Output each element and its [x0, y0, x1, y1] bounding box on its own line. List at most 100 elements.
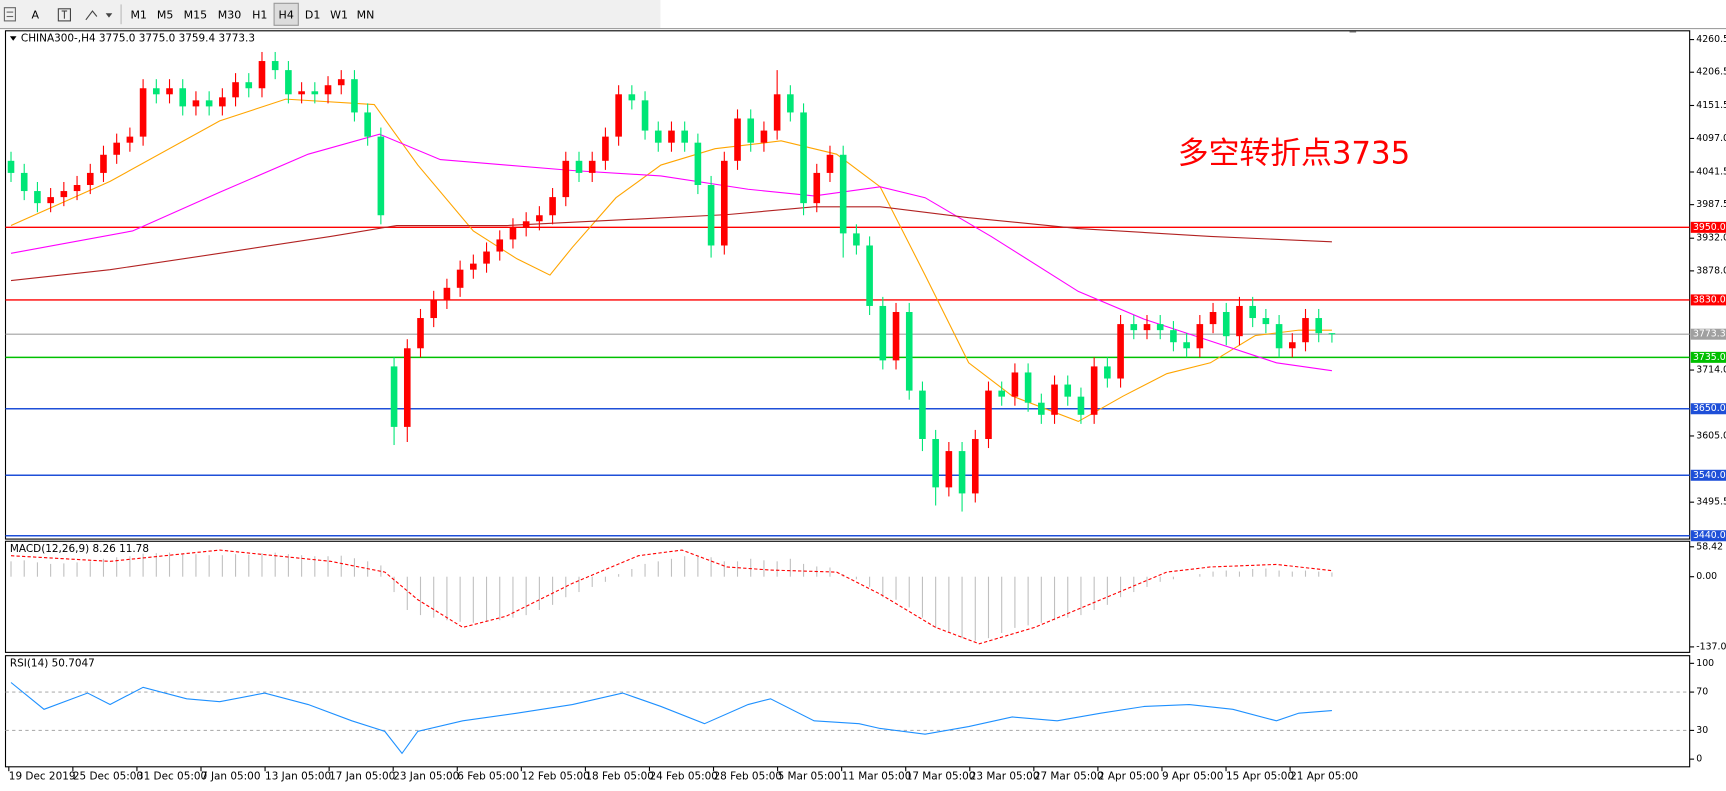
candle-body	[1288, 342, 1296, 349]
toolbar: A M1 M5 M15 M30 H1 H4 D1 W1 MN	[0, 0, 1726, 30]
candle-body	[602, 136, 609, 161]
y-tick-label: 4041.5	[1696, 167, 1726, 178]
text-tool[interactable]: A	[31, 8, 39, 21]
title-marker	[9, 36, 17, 41]
candle-body	[298, 91, 305, 95]
candle-body	[813, 172, 821, 204]
level-label-bg	[1690, 530, 1726, 542]
timeframe-button[interactable]: M5	[157, 8, 174, 21]
candle-body	[866, 245, 873, 306]
candle-body	[100, 154, 107, 173]
time-label: 12 Feb 05:00	[521, 771, 590, 783]
candle-body	[1262, 318, 1270, 325]
moving-average	[10, 206, 1332, 282]
timeframe-button[interactable]: M15	[184, 8, 208, 21]
moving-average	[10, 98, 1332, 423]
level-label-bg	[1690, 351, 1726, 363]
candle-body	[562, 160, 570, 198]
candle-body	[351, 79, 358, 113]
level-label-bg	[1690, 403, 1726, 415]
candle-body	[760, 130, 768, 143]
level-label: 3540.0	[1693, 470, 1726, 481]
candle-body	[1328, 333, 1336, 335]
macd-signal	[10, 549, 1332, 645]
candle-body	[34, 191, 41, 204]
candle-body	[985, 390, 992, 439]
level-label-bg	[1690, 469, 1726, 481]
candle-body	[800, 112, 807, 204]
candle-body	[113, 142, 120, 155]
timeframe-button[interactable]: D1	[305, 8, 320, 21]
candle-body	[60, 191, 68, 198]
candle-body	[958, 451, 966, 494]
level-label: 3950.0	[1693, 222, 1726, 233]
active-button-bg	[273, 2, 299, 26]
level-label: 3773.3	[1693, 329, 1726, 340]
candle-body	[1104, 366, 1111, 379]
timeframe-button[interactable]: M1	[130, 8, 147, 21]
time-label: 5 Mar 05:00	[778, 771, 841, 783]
candle-body	[641, 100, 649, 131]
y-tick-label: -137.09	[1696, 641, 1726, 652]
candle-body	[668, 130, 675, 143]
timeframe-button[interactable]: MN	[357, 8, 375, 21]
y-tick-label: 4260.5	[1696, 34, 1726, 45]
y-tick-label: 4151.5	[1696, 100, 1726, 111]
candle-body	[324, 85, 332, 95]
candle-body	[721, 160, 728, 246]
y-tick-label: 3605.0	[1696, 430, 1726, 441]
candle-body	[879, 305, 887, 361]
candle-body	[1209, 311, 1217, 325]
candle-body	[945, 451, 953, 488]
candle-body	[443, 287, 451, 300]
timeframe-button[interactable]: H4	[279, 8, 294, 21]
candle-body	[1011, 372, 1019, 397]
level-label: 3650.0	[1693, 403, 1726, 414]
time-label: 23 Jan 05:00	[393, 771, 459, 783]
y-tick-label: 30	[1696, 725, 1708, 736]
time-label: 19 Dec 2019	[9, 771, 76, 783]
time-label: 6 Feb 05:00	[457, 771, 519, 783]
candle-body	[998, 390, 1005, 397]
y-tick-label: 0	[1696, 754, 1702, 765]
candle-body	[258, 61, 266, 89]
text-label-tool[interactable]	[57, 8, 71, 22]
y-tick-label: 4206.5	[1696, 67, 1726, 78]
candle-body	[1024, 372, 1032, 403]
time-label: 21 Apr 05:00	[1290, 771, 1358, 783]
candle-body	[470, 263, 477, 270]
timeframe-button[interactable]: H1	[252, 8, 267, 21]
candle-body	[364, 112, 371, 137]
candle-body	[496, 239, 504, 252]
candle-body	[337, 79, 345, 86]
time-label: 17 Jan 05:00	[329, 771, 395, 783]
candle-body	[826, 154, 834, 173]
candle-body	[311, 91, 319, 95]
candle-body	[245, 82, 253, 89]
candle-body	[1117, 324, 1124, 379]
timeframe-button[interactable]: M30	[218, 8, 242, 21]
y-tick-label: 3932.0	[1696, 233, 1726, 244]
candle-body	[919, 390, 926, 439]
y-tick-label: 70	[1696, 687, 1708, 698]
time-label: 28 Feb 05:00	[714, 771, 783, 783]
candle-body	[892, 311, 900, 361]
candle-body	[1130, 324, 1138, 331]
candle-body	[773, 94, 781, 131]
time-label: 9 Apr 05:00	[1162, 771, 1223, 783]
candle-body	[536, 215, 543, 222]
y-tick-label: 100	[1696, 658, 1714, 669]
candle-body	[1143, 324, 1151, 331]
menu-icon[interactable]	[3, 7, 16, 22]
panel-frame	[4, 540, 1691, 653]
candle-body	[588, 160, 596, 173]
candle-body	[681, 130, 688, 143]
time-label: 27 Mar 05:00	[1034, 771, 1104, 783]
candle-body	[430, 299, 438, 319]
candle-body	[271, 61, 279, 71]
candle-body	[1302, 318, 1309, 343]
arrows-tool[interactable]	[85, 10, 113, 21]
timeframe-button[interactable]: W1	[330, 8, 348, 21]
candle-body	[390, 366, 398, 427]
